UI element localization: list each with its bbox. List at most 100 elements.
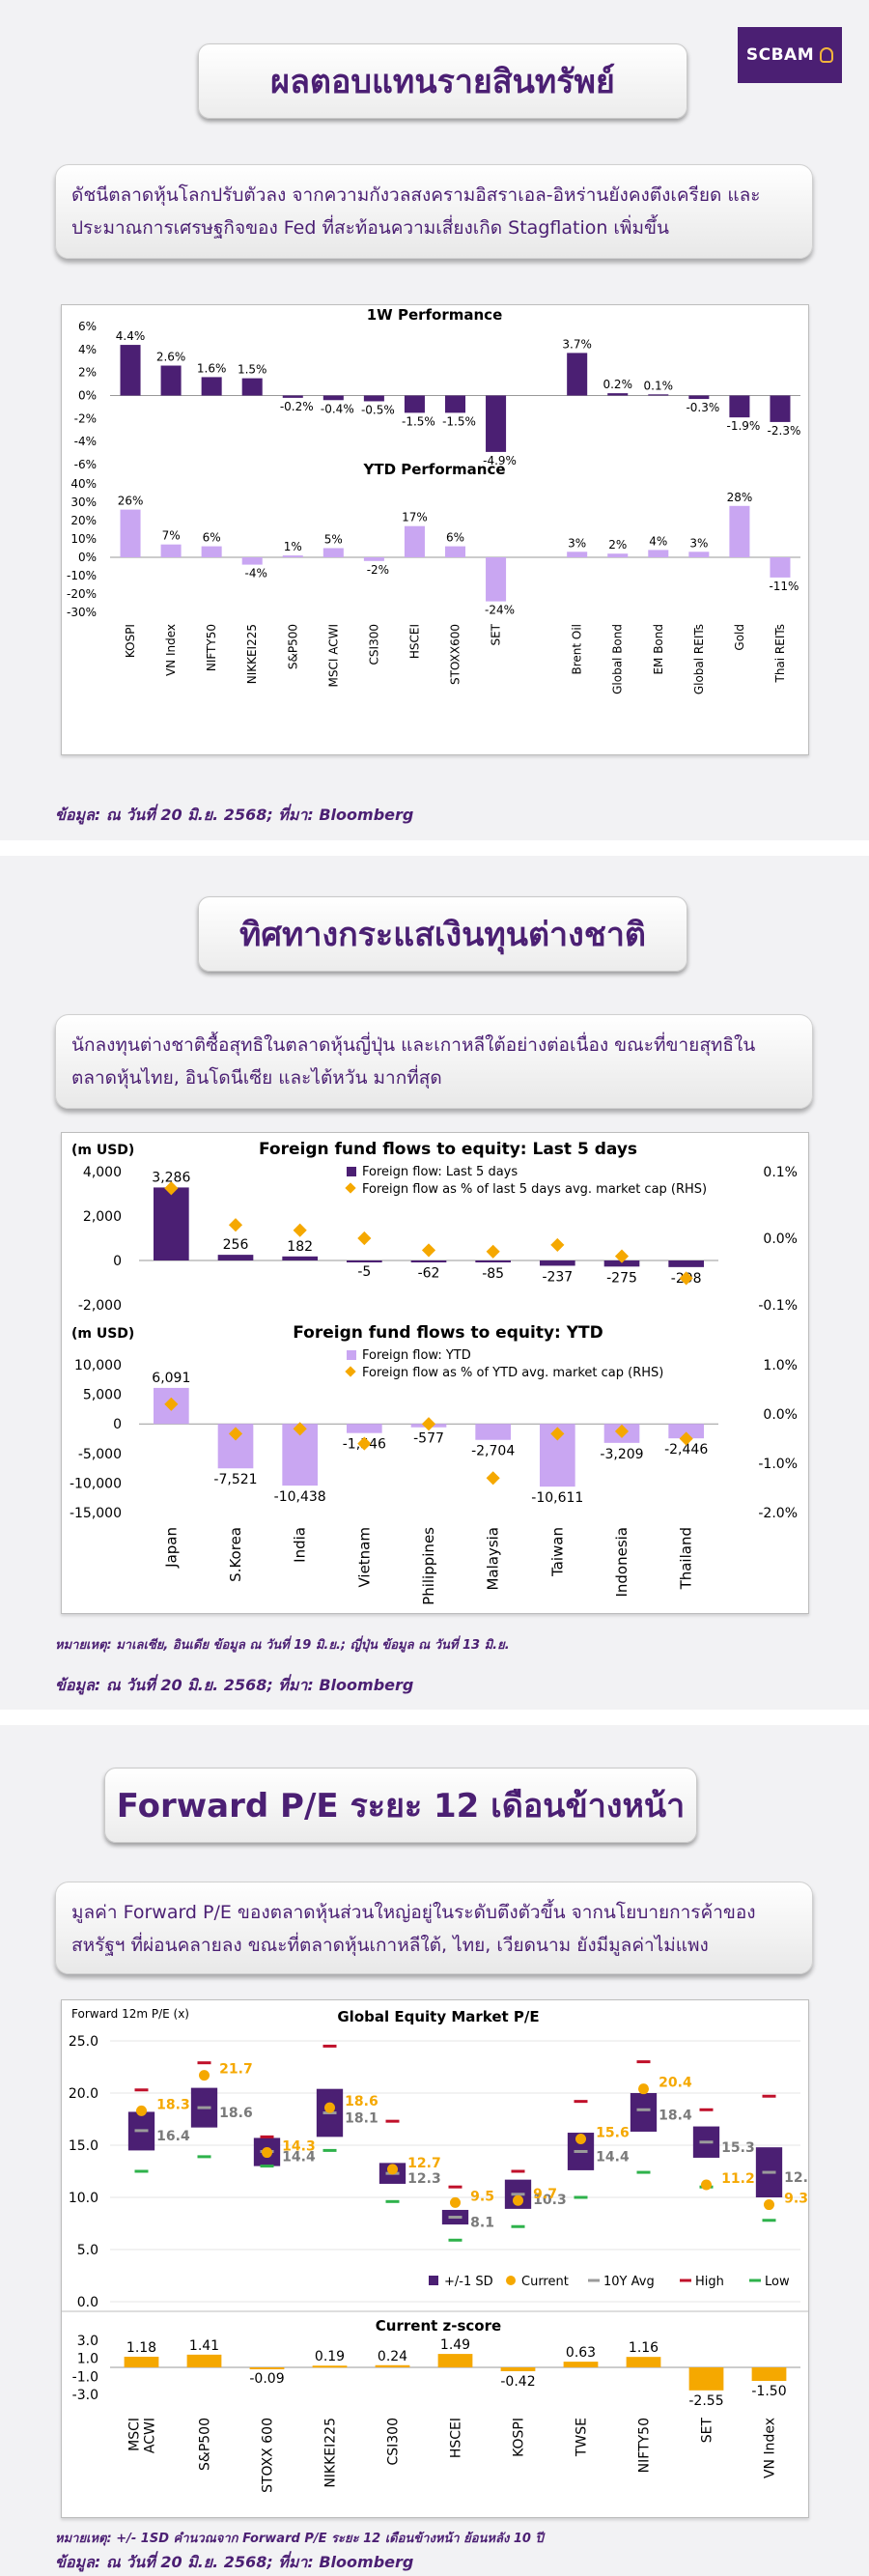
legend-label: 10Y Avg	[603, 2275, 655, 2289]
avg-label: 12.3	[407, 2171, 441, 2187]
y-tick-label: 4,000	[83, 1165, 122, 1180]
rhs-marker	[357, 1436, 372, 1451]
y-tick-label: 2,000	[83, 1209, 122, 1225]
bar	[160, 544, 182, 557]
source-asset-returns: ข้อมูล: ณ วันที่ 20 มิ.ย. 2568; ที่มา: B…	[55, 806, 414, 824]
data-label: -0.5%	[361, 403, 395, 416]
current-label: 18.3	[156, 2097, 190, 2112]
section-divider	[0, 840, 869, 856]
chart-panel-performance: 1W Performance 6% 4% 2% 0% -2% -4% -6% 4.4% 2.6% 1…	[61, 304, 809, 755]
performance-chart: 1W Performance 6% 4% 2% 0% -2% -4% -6% 4.4% 2.6% 1…	[67, 306, 801, 694]
data-label: 2.6%	[156, 351, 186, 364]
bar	[751, 2367, 787, 2381]
x-tick-label: KOSPI	[124, 624, 137, 658]
bar	[668, 1424, 704, 1439]
x-tick-label: Thailand	[678, 1527, 695, 1590]
y2-tick-label: 1.0%	[763, 1358, 798, 1373]
bar	[120, 345, 141, 396]
y-tick-label: 20%	[70, 514, 97, 527]
x-tick-label: VN Index	[164, 624, 178, 676]
legend-swatch	[345, 1182, 356, 1194]
legend-label: Foreign flow as % of YTD avg. market cap…	[362, 1366, 663, 1380]
y-tick-label: 5.0	[77, 2243, 98, 2258]
x-tick-label: EM Bond	[652, 624, 665, 675]
rhs-marker	[614, 1249, 630, 1263]
bar	[475, 1260, 511, 1262]
data-label: 7%	[162, 529, 181, 543]
x-tick-label: S.Korea	[227, 1527, 244, 1582]
chart-title: Foreign fund flows to equity: YTD	[293, 1323, 603, 1343]
avg-label: 15.3	[721, 2140, 755, 2156]
current-marker	[136, 2105, 147, 2116]
avg-label: 16.4	[156, 2129, 190, 2144]
current-label: 14.3	[282, 2139, 316, 2155]
data-label: -577	[413, 1431, 444, 1447]
y-tick-label: 0	[113, 1254, 122, 1269]
data-label: 1.18	[126, 2340, 156, 2356]
avg-label: 18.6	[219, 2106, 253, 2121]
y-tick-label: 10.0	[69, 2191, 98, 2206]
y-tick-label: 10,000	[74, 1358, 122, 1373]
avg-label: 18.1	[345, 2111, 378, 2127]
bar	[363, 395, 384, 402]
bell-icon	[820, 47, 834, 63]
x-tick-label: CSI300	[386, 2418, 402, 2466]
bar	[626, 2357, 661, 2367]
bar	[444, 546, 466, 557]
y-tick-label: 1.0	[77, 2352, 98, 2367]
current-marker	[513, 2194, 523, 2206]
x-tick-label: NIKKEI225	[323, 2418, 339, 2488]
legend-swatch	[347, 1350, 356, 1360]
x-tick-label: India	[292, 1527, 309, 1563]
bar	[444, 395, 466, 413]
bar	[347, 1424, 382, 1433]
x-tick-label: Gold	[733, 624, 746, 651]
bar	[563, 2362, 599, 2367]
y-tick-label: -2,000	[78, 1298, 122, 1314]
data-label: -0.4%	[321, 402, 354, 415]
bar	[160, 365, 182, 396]
y-tick-label: -5,000	[78, 1447, 122, 1462]
data-label: -2.3%	[768, 424, 801, 438]
data-label: -0.09	[249, 2371, 284, 2387]
current-label: 9.7	[533, 2187, 557, 2202]
x-tick-label: KOSPI	[512, 2418, 527, 2457]
avg-label: 18.4	[659, 2108, 692, 2123]
x-tick-label: VN Index	[763, 2418, 778, 2478]
note-forward-pe: หมายเหตุ: +/- 1SD คำนวณจาก Forward P/E ร…	[55, 2532, 544, 2546]
y2-tick-label: -0.1%	[758, 1298, 798, 1314]
rhs-marker	[357, 1231, 372, 1246]
data-label: 0.19	[315, 2349, 345, 2364]
bar	[410, 1260, 447, 1262]
x-tick-label: Philippines	[420, 1527, 437, 1605]
source-forward-pe: ข้อมูล: ณ วันที่ 20 มิ.ย. 2568; ที่มา: B…	[55, 2553, 414, 2571]
data-label: -10,438	[274, 1489, 326, 1505]
data-label: 1.5%	[238, 363, 266, 377]
y-tick-label: 30%	[70, 495, 97, 509]
data-label: 256	[223, 1237, 249, 1253]
rhs-marker	[486, 1244, 500, 1259]
current-marker	[764, 2199, 774, 2211]
data-label: -7,521	[213, 1472, 257, 1487]
y2-tick-label: -2.0%	[758, 1506, 798, 1521]
section-title-forward-pe: Forward P/E ระยะ 12 เดือนข้างหน้า	[104, 1768, 697, 1843]
y2-tick-label: 0.0%	[763, 1231, 798, 1247]
data-label: 0.63	[566, 2345, 596, 2361]
bar	[729, 395, 750, 418]
bar	[540, 1260, 575, 1266]
rhs-marker	[228, 1218, 243, 1232]
x-tick-label: Thai REITs	[773, 624, 787, 684]
message-foreign-flows: นักลงทุนต่างชาติซื้อสุทธิในตลาดหุ้นญี่ปุ…	[55, 1014, 813, 1109]
section-title-foreign-flows: ทิศทางกระแสเงินทุนต่างชาติ	[198, 896, 687, 972]
y-axis-label: (m USD)	[71, 1143, 134, 1158]
bar	[186, 2354, 222, 2367]
note-foreign-flows: หมายเหตุ: มาเลเซีย, อินเดีย ข้อมูล ณ วัน…	[55, 1638, 510, 1653]
legend-label: Foreign flow: YTD	[362, 1348, 471, 1363]
bar	[437, 2354, 473, 2367]
x-tick-label: ACWI	[143, 2418, 158, 2453]
y-tick-label: 3.0	[77, 2334, 98, 2349]
bar	[607, 553, 629, 557]
avg-label: 12.4	[784, 2170, 808, 2186]
x-tick-label: Brent Oil	[571, 624, 584, 675]
message-asset-returns: ดัชนีตลาดหุ้นโลกปรับตัวลง จากความกังวลสง…	[55, 164, 813, 259]
